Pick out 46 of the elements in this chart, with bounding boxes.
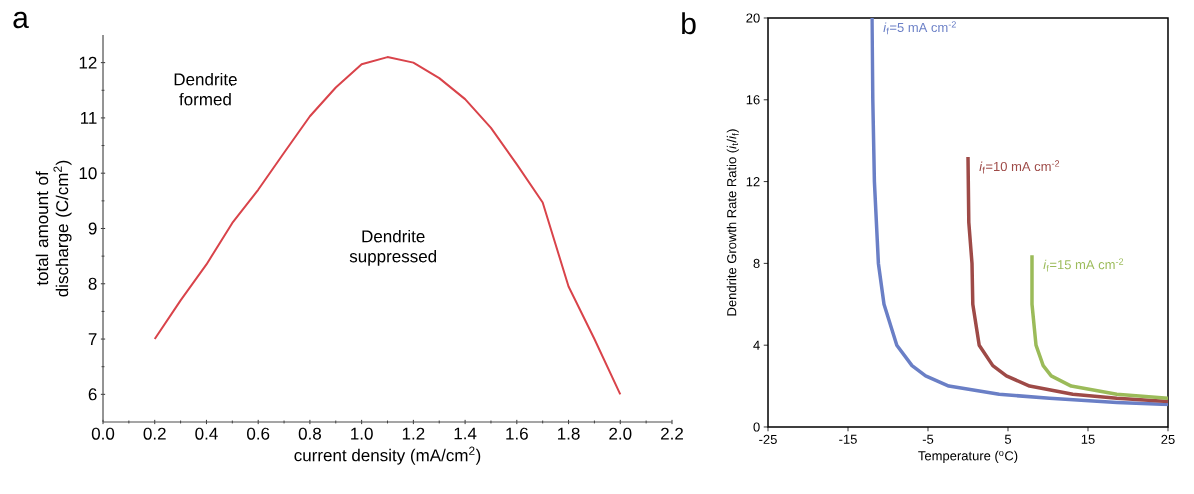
x-tick-label: -5 — [922, 434, 934, 444]
y-tick-label: 12 — [79, 56, 97, 69]
annotation: Dendrite formed — [174, 72, 237, 106]
x-tick-label: -25 — [759, 434, 777, 444]
y-tick-label: 16 — [746, 95, 760, 105]
x-tick-label: 15 — [1081, 434, 1095, 444]
y-axis-title: total amount of discharge (C/cm$^{2}$) — [35, 160, 72, 297]
y-tick-label: 7 — [88, 333, 97, 345]
x-tick-label: 1.6 — [506, 427, 528, 440]
line-series — [153, 56, 622, 396]
line-series — [1030, 253, 1168, 401]
y-tick-label: 11 — [81, 112, 97, 124]
y-tick-label: 8 — [88, 277, 97, 290]
series-label: i$_{f}$=10 mA cm$^{-2}$ — [979, 160, 1060, 174]
x-tick-label: 0.4 — [195, 427, 218, 440]
x-axis-title: Temperature ($^{o}$C) — [918, 450, 1018, 463]
x-tick-label: 2.0 — [609, 427, 632, 440]
x-tick-label: -15 — [839, 434, 857, 444]
x-tick-label: 0.2 — [143, 427, 166, 440]
y-tick-label: 8 — [753, 258, 760, 268]
x-tick-label: 0.6 — [247, 427, 270, 440]
x-tick-label: 5 — [1004, 434, 1012, 444]
y-tick-label: 10 — [79, 167, 97, 180]
x-tick-label: 1.2 — [402, 427, 425, 440]
y-axis-title: Dendrite Growth Rate Ratio (i$_{t}$/i$_{f}$) — [726, 129, 739, 316]
line-series — [966, 155, 1168, 404]
x-tick-label: 0.8 — [298, 427, 321, 440]
x-tick-label: 25 — [1161, 434, 1175, 444]
x-tick-label: 2.2 — [661, 427, 683, 440]
x-tick-label: 0.0 — [91, 427, 115, 440]
x-tick-label: 1.0 — [351, 427, 373, 440]
y-tick-label: 20 — [746, 13, 760, 23]
series-label: i$_{f}$=15 mA cm$^{-2}$ — [1043, 258, 1124, 272]
x-tick-label: 1.8 — [558, 427, 580, 440]
y-tick-label: 0 — [753, 422, 760, 432]
x-axis-title: current density (mA/cm$^{2}$) — [294, 446, 481, 465]
y-tick-label: 12 — [746, 177, 760, 187]
chart-title: b — [682, 12, 696, 35]
y-tick-label: 6 — [88, 388, 97, 401]
annotation: Dendrite suppressed — [349, 229, 437, 266]
y-tick-label: 4 — [753, 340, 760, 350]
y-tick-label: 9 — [88, 222, 97, 235]
x-tick-label: 1.4 — [454, 427, 477, 440]
line-series — [870, 17, 1168, 407]
chart-title: a — [13, 11, 29, 29]
series-label: i$_{f}$=5 mA cm$^{-2}$ — [883, 21, 956, 35]
